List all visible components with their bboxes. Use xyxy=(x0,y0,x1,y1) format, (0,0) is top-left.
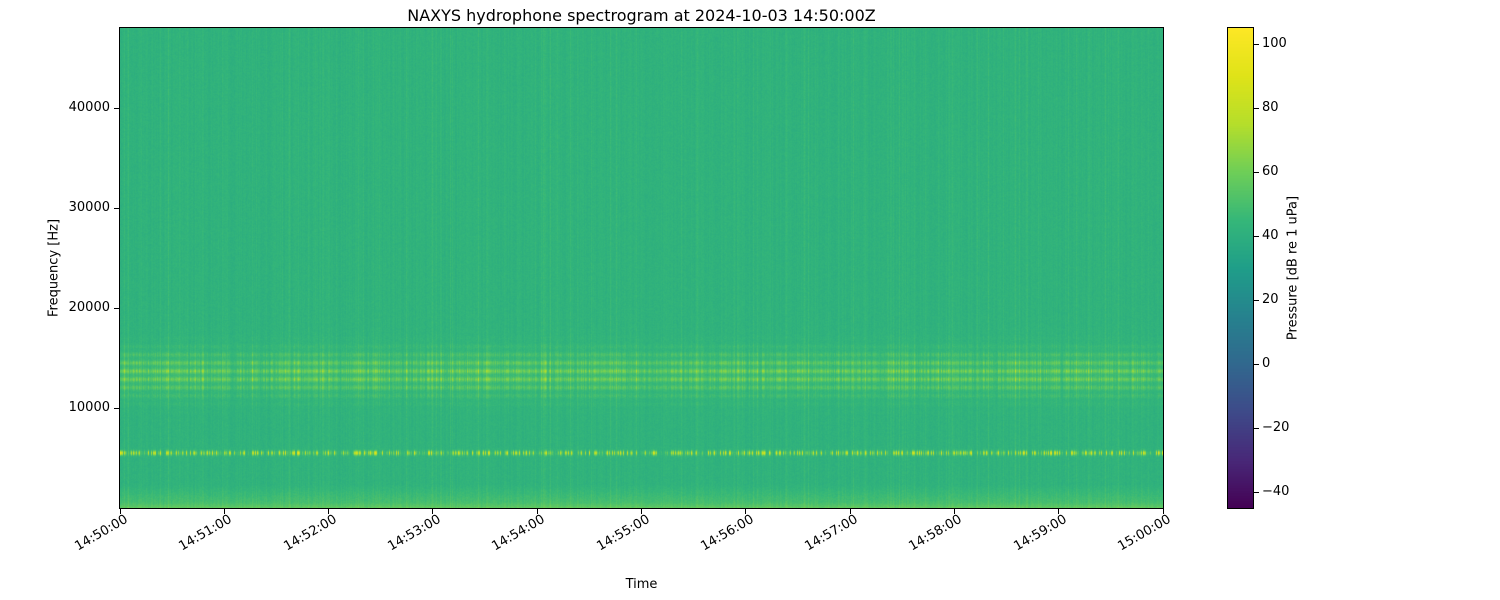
y-tick-label: 10000 xyxy=(68,400,110,415)
x-tick-label: 14:53:00 xyxy=(385,512,444,555)
y-tick-label: 20000 xyxy=(68,300,110,315)
x-tick-label: 14:57:00 xyxy=(802,512,861,555)
spectrogram-heatmap xyxy=(120,28,1163,508)
x-tick-label: 14:54:00 xyxy=(489,512,548,555)
colorbar-tick-label: 0 xyxy=(1262,356,1271,371)
x-tick-mark xyxy=(1058,509,1060,514)
colorbar-tick-mark xyxy=(1254,491,1259,493)
colorbar-tick-mark xyxy=(1254,363,1259,365)
y-tick-label: 30000 xyxy=(68,200,110,215)
x-tick-mark xyxy=(641,509,642,514)
colorbar-tick-label: 100 xyxy=(1262,36,1287,51)
colorbar-tick-mark xyxy=(1254,43,1259,45)
x-tick-mark xyxy=(849,509,851,514)
x-tick-mark xyxy=(953,509,955,514)
colorbar xyxy=(1227,27,1254,509)
plot-area xyxy=(119,27,1164,509)
y-tick-label: 40000 xyxy=(68,100,110,115)
colorbar-tick-mark xyxy=(1254,427,1259,429)
colorbar-tick-mark xyxy=(1254,299,1259,301)
x-tick-mark xyxy=(745,509,747,514)
colorbar-tick-label: −20 xyxy=(1262,420,1290,435)
colorbar-tick-mark xyxy=(1254,171,1259,173)
x-tick-label: 15:00:00 xyxy=(1115,512,1174,555)
colorbar-tick-label: −40 xyxy=(1262,484,1290,499)
y-tick-mark xyxy=(114,107,119,109)
x-tick-label: 14:50:00 xyxy=(72,512,131,555)
x-tick-mark xyxy=(1162,509,1164,514)
x-tick-label: 14:58:00 xyxy=(906,512,965,555)
colorbar-tick-label: 20 xyxy=(1262,292,1279,307)
x-tick-label: 14:51:00 xyxy=(176,512,235,555)
x-tick-label: 14:59:00 xyxy=(1011,512,1070,555)
y-tick-mark xyxy=(114,307,119,309)
x-tick-mark xyxy=(432,509,434,514)
colorbar-tick-label: 40 xyxy=(1262,228,1279,243)
colorbar-tick-mark xyxy=(1254,107,1259,109)
x-tick-mark xyxy=(536,509,538,514)
y-tick-mark xyxy=(114,407,119,409)
colorbar-label: Pressure [dB re 1 uPa] xyxy=(1285,195,1301,341)
colorbar-tick-label: 80 xyxy=(1262,100,1279,115)
colorbar-gradient xyxy=(1228,28,1253,508)
x-tick-label: 14:56:00 xyxy=(698,512,757,555)
y-tick-mark xyxy=(114,207,119,209)
colorbar-tick-mark xyxy=(1254,235,1259,237)
x-tick-label: 14:55:00 xyxy=(593,512,652,555)
x-tick-mark xyxy=(223,509,225,514)
x-axis-label: Time xyxy=(625,577,658,592)
x-tick-mark xyxy=(119,509,121,514)
x-tick-label: 14:52:00 xyxy=(281,512,340,555)
chart-title: NAXYS hydrophone spectrogram at 2024-10-… xyxy=(407,6,876,25)
colorbar-tick-label: 60 xyxy=(1262,164,1279,179)
x-tick-mark xyxy=(328,509,330,514)
